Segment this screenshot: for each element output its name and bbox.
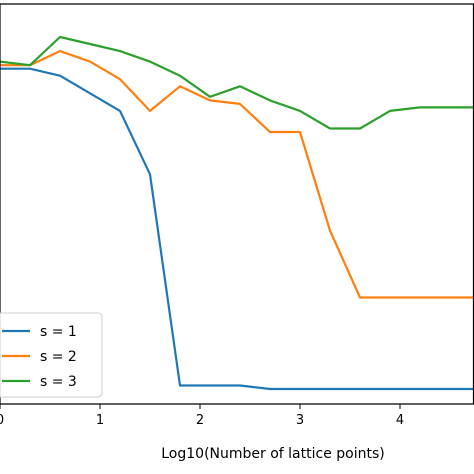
plot-area [0,35,474,391]
legend: s = 1 s = 2 s = 3 [0,312,103,398]
x-tick-label: 3 [296,413,304,428]
x-axis-label: Log10(Number of lattice points) [161,446,384,462]
series-line-s2 [0,49,474,299]
legend-label-s2: s = 2 [40,349,77,365]
x-tick-label: 2 [196,413,204,428]
series-line-s3 [0,35,474,130]
legend-label-s1: s = 1 [40,324,77,340]
x-tick-label: 0 [0,413,4,428]
legend-box [0,312,103,398]
series-line-s1 [0,67,474,391]
legend-label-s3: s = 3 [40,374,77,390]
x-tick-label: 1 [96,413,104,428]
x-tick-label: 4 [396,413,404,428]
x-axis-ticks: 0 1 2 3 4 [0,404,404,428]
